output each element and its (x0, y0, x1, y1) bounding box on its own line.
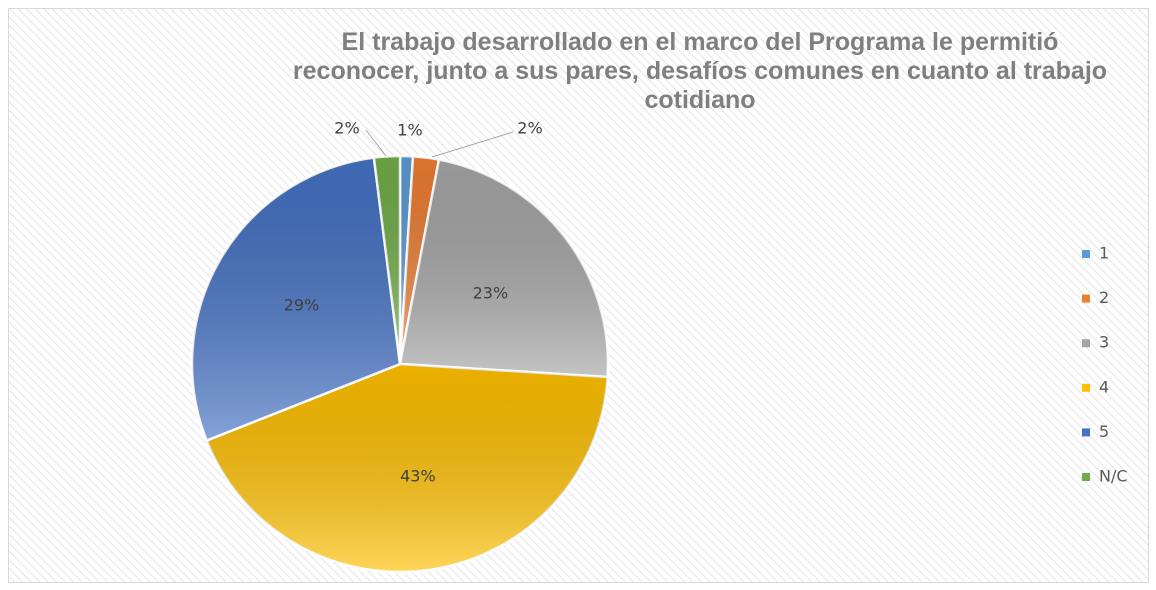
legend-marker (1082, 428, 1090, 437)
leader-line (431, 131, 514, 158)
chart-title-box: El trabajo desarrollado en el marco del … (292, 28, 1108, 114)
slice-shade (400, 159, 608, 378)
legend-label: 2 (1099, 288, 1109, 307)
leader-line (365, 129, 387, 157)
data-label: 23% (473, 283, 509, 302)
data-label: 2% (334, 119, 359, 138)
data-label: 29% (284, 295, 320, 314)
legend-label: N/C (1099, 467, 1128, 486)
legend-label: 1 (1099, 244, 1109, 263)
legend-label: 4 (1099, 377, 1109, 396)
chart-title: El trabajo desarrollado en el marco del … (292, 28, 1108, 114)
data-label: 43% (400, 466, 436, 485)
slice-shade (206, 364, 608, 573)
legend-marker (1082, 294, 1090, 303)
data-label: 1% (397, 121, 422, 140)
legend-label: 3 (1099, 333, 1109, 352)
legend-marker (1082, 473, 1090, 481)
legend-marker (1082, 383, 1090, 392)
slice-shade (373, 156, 400, 364)
legend-marker (1082, 339, 1090, 348)
data-label: 2% (517, 119, 542, 138)
slice-shade (191, 157, 400, 441)
legend-label: 5 (1099, 422, 1109, 441)
legend-marker (1082, 250, 1090, 258)
